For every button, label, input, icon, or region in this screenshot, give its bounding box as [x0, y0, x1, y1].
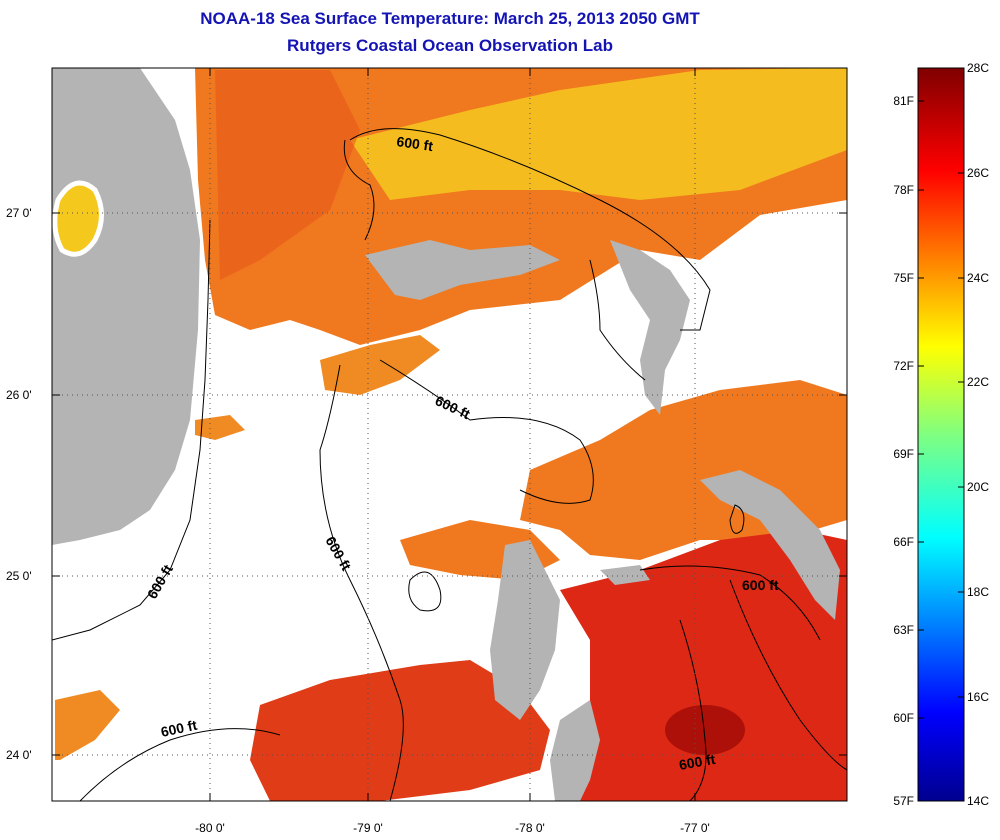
sst-region-north-orange — [215, 70, 360, 280]
lat-label-24: 24 0' — [6, 748, 32, 762]
cbar-c-20: 20C — [967, 480, 989, 494]
cbar-f-78: 78F — [893, 183, 914, 197]
land-eleuthera — [700, 470, 840, 620]
land-exuma — [550, 700, 600, 801]
sst-patch-mid-2 — [195, 415, 245, 440]
map-frame — [51, 67, 848, 802]
sst-region-southwest — [250, 660, 550, 801]
cbar-c-18: 18C — [967, 585, 989, 599]
colorbar — [917, 67, 965, 802]
land-new-providence — [600, 565, 650, 585]
lon-label-80: -80 0' — [195, 821, 225, 835]
land-abaco — [610, 240, 690, 415]
lon-label-79: -79 0' — [353, 821, 383, 835]
lat-label-27: 27 0' — [6, 206, 32, 220]
lon-label-77: -77 0' — [680, 821, 710, 835]
colorbar-ticks — [918, 67, 964, 802]
isobath-label-east: 600 ft — [742, 577, 779, 593]
isobath-label-southeast: 600 ft — [678, 751, 717, 773]
lon-label-78: -78 0' — [515, 821, 545, 835]
cbar-c-14: 14C — [967, 794, 989, 808]
cbar-f-81: 81F — [893, 94, 914, 108]
sst-patch-southwest-small — [55, 690, 120, 760]
graticule — [52, 68, 847, 801]
land-lake-okeechobee — [52, 180, 104, 257]
cbar-f-57: 57F — [893, 794, 914, 808]
lat-label-25: 25 0' — [6, 569, 32, 583]
land-andros — [490, 540, 560, 720]
isobath-label-north: 600 ft — [396, 133, 435, 154]
sst-region-north-yellow — [350, 68, 847, 200]
cbar-f-69: 69F — [893, 447, 914, 461]
sst-patch-mid — [320, 335, 440, 395]
cbar-f-66: 66F — [893, 535, 914, 549]
land-grand-bahama — [365, 240, 560, 300]
lat-label-26: 26 0' — [6, 388, 32, 402]
map-title: NOAA-18 Sea Surface Temperature: March 2… — [200, 9, 700, 28]
sst-patch-red-small — [340, 676, 380, 700]
cbar-c-22: 22C — [967, 375, 989, 389]
cbar-f-60: 60F — [893, 711, 914, 725]
cbar-f-75: 75F — [893, 271, 914, 285]
cbar-c-24: 24C — [967, 271, 989, 285]
isobath-label-southwest: 600 ft — [159, 717, 198, 740]
sst-region-southeast — [560, 530, 847, 801]
map-ticks — [52, 68, 847, 801]
cbar-c-26: 26C — [967, 166, 989, 180]
cbar-f-63: 63F — [893, 623, 914, 637]
cbar-c-28: 28C — [967, 61, 989, 75]
isobath-lines — [52, 128, 847, 801]
cbar-f-72: 72F — [893, 359, 914, 373]
cbar-c-16: 16C — [967, 690, 989, 704]
sst-hotspot — [665, 705, 745, 755]
map-subtitle: Rutgers Coastal Ocean Observation Lab — [287, 36, 613, 55]
